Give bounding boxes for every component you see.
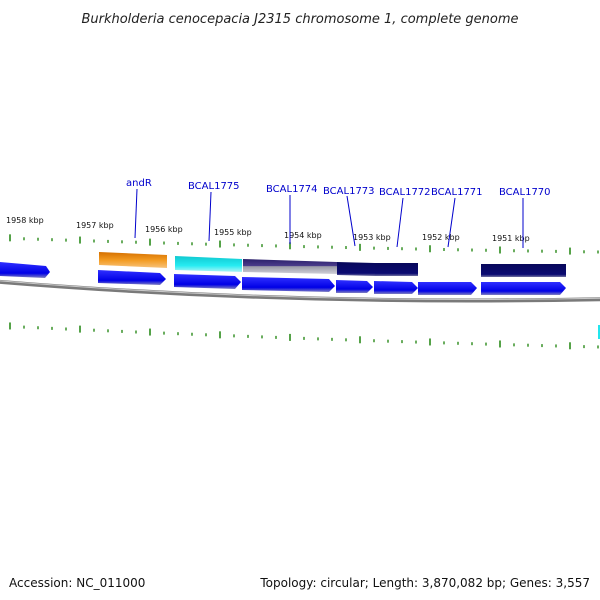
map-title: Burkholderia cenocepacia J2315 chromosom… <box>81 12 518 27</box>
gene-bar-BCAL1772[interactable] <box>375 263 418 276</box>
gene-label-BCAL1772[interactable]: BCAL1772 <box>379 187 431 198</box>
ruler-label-1955: 1955 kbp <box>214 228 252 237</box>
gene-label-andR[interactable]: andR <box>126 178 152 189</box>
ruler-label-1952: 1952 kbp <box>422 233 460 242</box>
orf-arrow-BCAL1773[interactable] <box>336 280 373 293</box>
gene-label-BCAL1773[interactable]: BCAL1773 <box>323 186 375 197</box>
orf-arrow-BCAL1775[interactable] <box>174 274 241 289</box>
orf-arrow-BCAL1770[interactable] <box>481 282 566 295</box>
orf-arrow-BCAL1774[interactable] <box>242 277 335 292</box>
orf-arrow-andR[interactable] <box>98 270 166 285</box>
inner-tick-marks <box>9 322 599 350</box>
gene-label-BCAL1770[interactable]: BCAL1770 <box>499 187 551 198</box>
gene-label-BCAL1771[interactable]: BCAL1771 <box>431 187 483 198</box>
ruler-label-1958: 1958 kbp <box>6 216 44 225</box>
orf-arrow-left-edge[interactable] <box>0 262 50 278</box>
leader-BCAL1773 <box>346 195 356 247</box>
ruler-labels: 1958 kbp 1957 kbp 1956 kbp 1955 kbp 1954… <box>6 216 530 243</box>
ruler-label-1951: 1951 kbp <box>492 234 530 243</box>
gene-bar-BCAL1775[interactable] <box>175 256 242 272</box>
genome-summary-text: Topology: circular; Length: 3,870,082 bp… <box>259 576 590 590</box>
leader-BCAL1775 <box>208 191 212 242</box>
gene-labels <box>134 188 524 248</box>
genome-backbone <box>0 279 600 303</box>
gene-bar-BCAL1770[interactable] <box>481 264 566 277</box>
orf-arrow-BCAL1772[interactable] <box>374 281 418 294</box>
orf-arrow-track <box>0 262 566 295</box>
accession-text: Accession: NC_011000 <box>9 576 145 590</box>
leader-andR <box>134 188 138 239</box>
annotated-gene-track <box>99 252 566 277</box>
ruler-label-1957: 1957 kbp <box>76 221 114 230</box>
gene-label-BCAL1774[interactable]: BCAL1774 <box>266 184 318 195</box>
orf-arrow-BCAL1771[interactable] <box>418 282 477 295</box>
edge-feature-marker <box>598 325 600 339</box>
gene-bar-BCAL1774[interactable] <box>243 259 337 274</box>
ruler-label-1953: 1953 kbp <box>353 233 391 242</box>
gene-bar-andR[interactable] <box>99 252 167 268</box>
outer-tick-marks <box>9 234 599 255</box>
gene-label-BCAL1775[interactable]: BCAL1775 <box>188 181 240 192</box>
leader-BCAL1772 <box>396 197 404 248</box>
ruler-label-1956: 1956 kbp <box>145 225 183 234</box>
ruler-label-1954: 1954 kbp <box>284 231 322 240</box>
leader-BCAL1771 <box>447 197 456 248</box>
gene-bar-BCAL1773[interactable] <box>337 262 375 276</box>
